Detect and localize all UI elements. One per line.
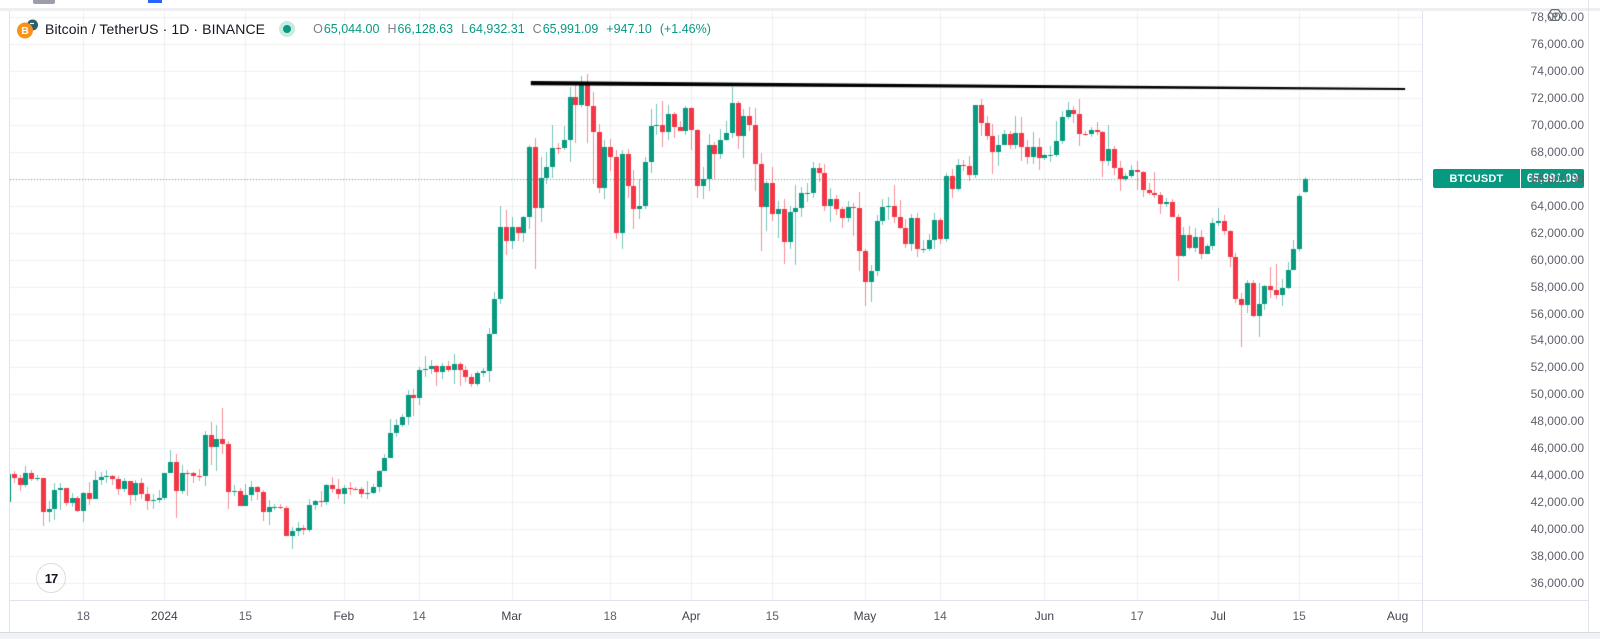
time-axis-divider xyxy=(9,600,1589,601)
price-chart[interactable]: B Bitcoin / TetherUS · 1D · BINANCE O65,… xyxy=(10,11,1422,600)
last-price-badge[interactable]: BTCUSDT 65,991.09 xyxy=(1433,169,1584,189)
time-axis-label: 15 xyxy=(765,609,779,623)
price-axis-label: 76,000.00 xyxy=(1530,37,1584,51)
price-axis-label: 66,000.00 xyxy=(1530,171,1584,186)
price-axis-label: 46,000.00 xyxy=(1530,441,1584,456)
price-axis-label: 56,000.00 xyxy=(1530,306,1584,321)
badge-symbol: BTCUSDT xyxy=(1433,169,1520,189)
time-axis-label: 2024 xyxy=(150,609,178,623)
price-axis-label: 38,000.00 xyxy=(1530,549,1584,564)
bitcoin-icon: B xyxy=(17,19,38,39)
time-axis-label: Jul xyxy=(1210,609,1226,623)
low-label: L xyxy=(461,22,469,36)
time-axis-label: Feb xyxy=(333,609,355,623)
candlestick-canvas[interactable] xyxy=(10,11,1422,600)
open-value: 65,044.00 xyxy=(323,22,380,36)
ohlc-values: O65,044.00 H66,128.63 L64,932.31 C65,991… xyxy=(313,22,711,36)
time-axis-label: 14 xyxy=(933,609,947,623)
time-axis-label: 17 xyxy=(1130,609,1144,623)
window-bottom-strip xyxy=(0,633,1600,639)
price-axis-label: 40,000.00 xyxy=(1530,522,1584,537)
svg-text:B: B xyxy=(21,25,29,37)
price-axis-label: 58,000.00 xyxy=(1530,279,1584,294)
close-value: 65,991.09 xyxy=(542,22,599,36)
open-label: O xyxy=(313,22,323,36)
axis-settings-gear-icon[interactable] xyxy=(1546,6,1564,24)
tradingview-watermark-logo: 17 xyxy=(36,563,66,593)
change-value: +947.10 xyxy=(606,22,652,36)
price-axis-label: 78,000.00 xyxy=(1530,11,1584,25)
high-label: H xyxy=(387,22,397,36)
panel-top-border xyxy=(0,8,1600,11)
time-axis-label: 15 xyxy=(238,609,253,623)
window-bottom-border xyxy=(0,632,1600,633)
price-scale[interactable]: BTCUSDT 65,991.09 78,000.00 76,000.00 74,0… xyxy=(1423,11,1588,600)
price-axis-label: 62,000.00 xyxy=(1530,225,1584,240)
time-axis-label: Mar xyxy=(501,609,523,623)
change-percent: (+1.46%) xyxy=(659,22,711,36)
toolbar-active-fragment xyxy=(148,0,162,3)
price-axis-label: 70,000.00 xyxy=(1530,117,1584,132)
price-axis-label: 42,000.00 xyxy=(1530,495,1584,510)
time-axis[interactable]: 18 2024 15 Feb 14 Mar 18 Apr 15 May 14 Jun 17 Jul 15 Au… xyxy=(0,601,1588,632)
price-axis-label: 44,000.00 xyxy=(1530,468,1584,483)
panel-right-border xyxy=(1588,0,1589,632)
time-axis-label: May xyxy=(853,609,877,623)
time-axis-label: 18 xyxy=(603,609,617,623)
price-axis-label: 48,000.00 xyxy=(1530,414,1584,429)
price-axis-label: 68,000.00 xyxy=(1530,144,1584,159)
badge-divider xyxy=(1520,169,1521,189)
price-axis-label: 54,000.00 xyxy=(1530,333,1584,348)
plot-scale-divider xyxy=(1422,11,1423,632)
price-axis-label: 52,000.00 xyxy=(1530,360,1584,375)
top-toolbar-cutoff xyxy=(0,0,1600,8)
price-axis-label: 72,000.00 xyxy=(1530,90,1584,105)
low-value: 64,932.31 xyxy=(469,22,525,36)
close-label: C xyxy=(532,22,542,36)
time-axis-label: 14 xyxy=(412,609,426,623)
time-axis-label: 15 xyxy=(1292,609,1306,623)
high-value: 66,128.63 xyxy=(397,22,454,36)
price-axis-label: 60,000.00 xyxy=(1530,252,1584,267)
price-axis-label: 64,000.00 xyxy=(1530,198,1584,213)
panel-left-border xyxy=(9,11,10,632)
symbol-legend: B Bitcoin / TetherUS · 1D · BINANCE O65,… xyxy=(16,18,711,40)
price-axis-label: 50,000.00 xyxy=(1530,387,1584,402)
badge-price: 65,991.09 xyxy=(1521,169,1584,189)
time-axis-label: Jun xyxy=(1034,609,1055,623)
price-axis-label: 74,000.00 xyxy=(1530,63,1584,78)
price-axis-label: 36,000.00 xyxy=(1530,576,1584,590)
time-axis-label: Aug xyxy=(1386,609,1409,623)
time-axis-label: Apr xyxy=(681,609,701,623)
time-axis-label: 18 xyxy=(76,609,90,623)
symbol-title[interactable]: Bitcoin / TetherUS · 1D · BINANCE xyxy=(45,21,266,37)
market-status-dot[interactable] xyxy=(279,21,296,37)
toolbar-fragment xyxy=(33,0,55,4)
